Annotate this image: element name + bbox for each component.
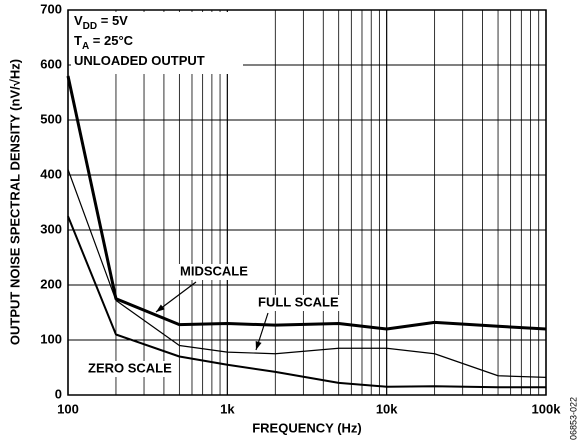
y-tick-label: 600 (40, 56, 62, 71)
label-bg (86, 361, 172, 377)
y-tick-label: 100 (40, 331, 62, 346)
y-tick-label: 700 (40, 1, 62, 16)
figure-code: 06853-022 (568, 397, 578, 440)
series-line (67, 169, 547, 378)
y-tick-label: 500 (40, 111, 62, 126)
y-tick-label: 200 (40, 276, 62, 291)
label-bg (256, 295, 342, 311)
series-line (67, 215, 546, 389)
condition-rest: = 25°C (89, 33, 133, 48)
x-tick-label: 100k (532, 401, 562, 416)
y-axis-label: OUTPUT NOISE SPECTRAL DENSITY (nV/√Hz) (7, 59, 22, 345)
series-label: FULL SCALE (258, 294, 339, 309)
condition-text: VDD = 5V (74, 13, 128, 31)
series-label: ZERO SCALE (88, 360, 172, 375)
x-tick-label: 1k (220, 401, 235, 416)
series-label: MIDSCALE (180, 263, 248, 278)
x-tick-label: 10k (376, 401, 398, 416)
label-bg (178, 264, 248, 280)
condition-text: UNLOADED OUTPUT (74, 53, 205, 68)
plot-frame (67, 9, 547, 396)
condition-rest: = 5V (97, 13, 128, 28)
y-tick-label: 0 (55, 386, 62, 401)
condition-main: T (74, 33, 82, 48)
x-tick-label: 100 (57, 401, 79, 416)
condition-main: V (74, 13, 83, 28)
condition-sub: DD (83, 21, 97, 32)
condition-main: UNLOADED OUTPUT (74, 53, 205, 68)
y-tick-label: 400 (40, 166, 62, 181)
condition-text: TA = 25°C (74, 33, 134, 51)
series-line (66, 75, 547, 331)
arrow-head (156, 304, 165, 312)
condition-sub: A (82, 41, 89, 52)
arrow-head (255, 341, 262, 350)
x-axis-label: FREQUENCY (Hz) (252, 420, 362, 435)
condition-box (71, 12, 243, 74)
y-tick-label: 300 (40, 221, 62, 236)
